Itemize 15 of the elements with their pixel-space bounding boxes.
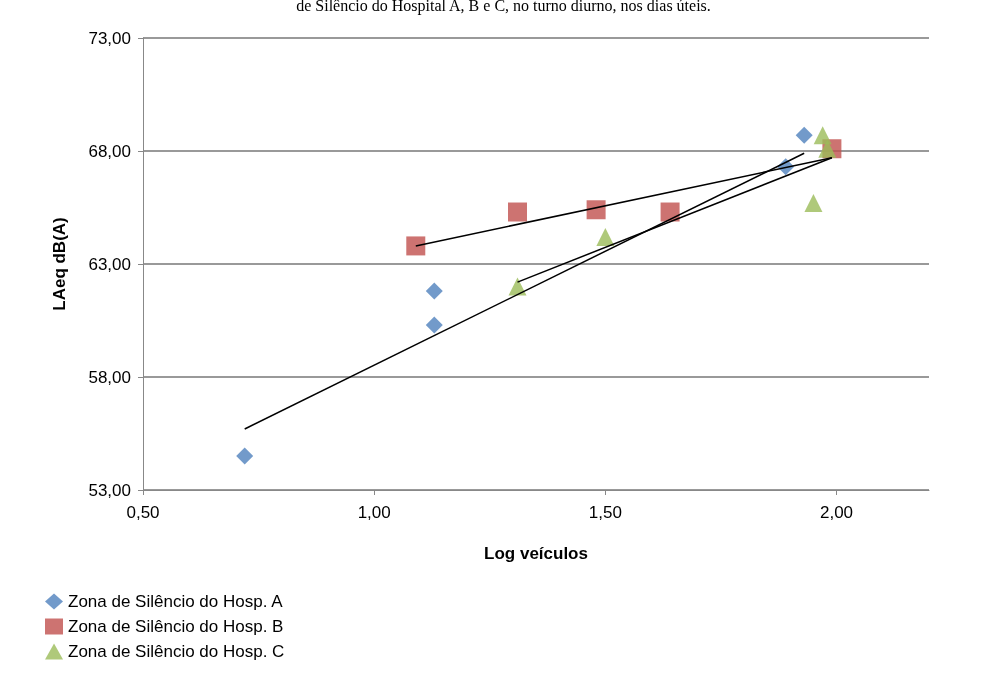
y-axis-title: LAeq dB(A): [50, 217, 69, 311]
legend-label: Zona de Silêncio do Hosp. B: [68, 617, 284, 636]
x-tick-label: 1,00: [357, 503, 391, 522]
y-tick-label: 58,00: [88, 367, 131, 387]
legend-label: Zona de Silêncio do Hosp. A: [68, 592, 284, 611]
y-tick-label: 53,00: [88, 480, 131, 500]
x-tick-label: 1,50: [588, 503, 622, 522]
x-tick-label: 2,00: [819, 503, 854, 522]
y-tick-label: 73,00: [88, 28, 131, 48]
x-tick-label: 0,50: [126, 503, 160, 522]
legend-label: Zona de Silêncio do Hosp. C: [68, 642, 285, 661]
x-axis-title: Log veículos: [484, 544, 588, 563]
y-tick-label: 63,00: [88, 254, 131, 274]
y-tick-label: 68,00: [88, 141, 131, 161]
chart-title: de Silêncio do Hospital A, B e C, no turno diurno, nos dias úteis.: [296, 0, 711, 15]
